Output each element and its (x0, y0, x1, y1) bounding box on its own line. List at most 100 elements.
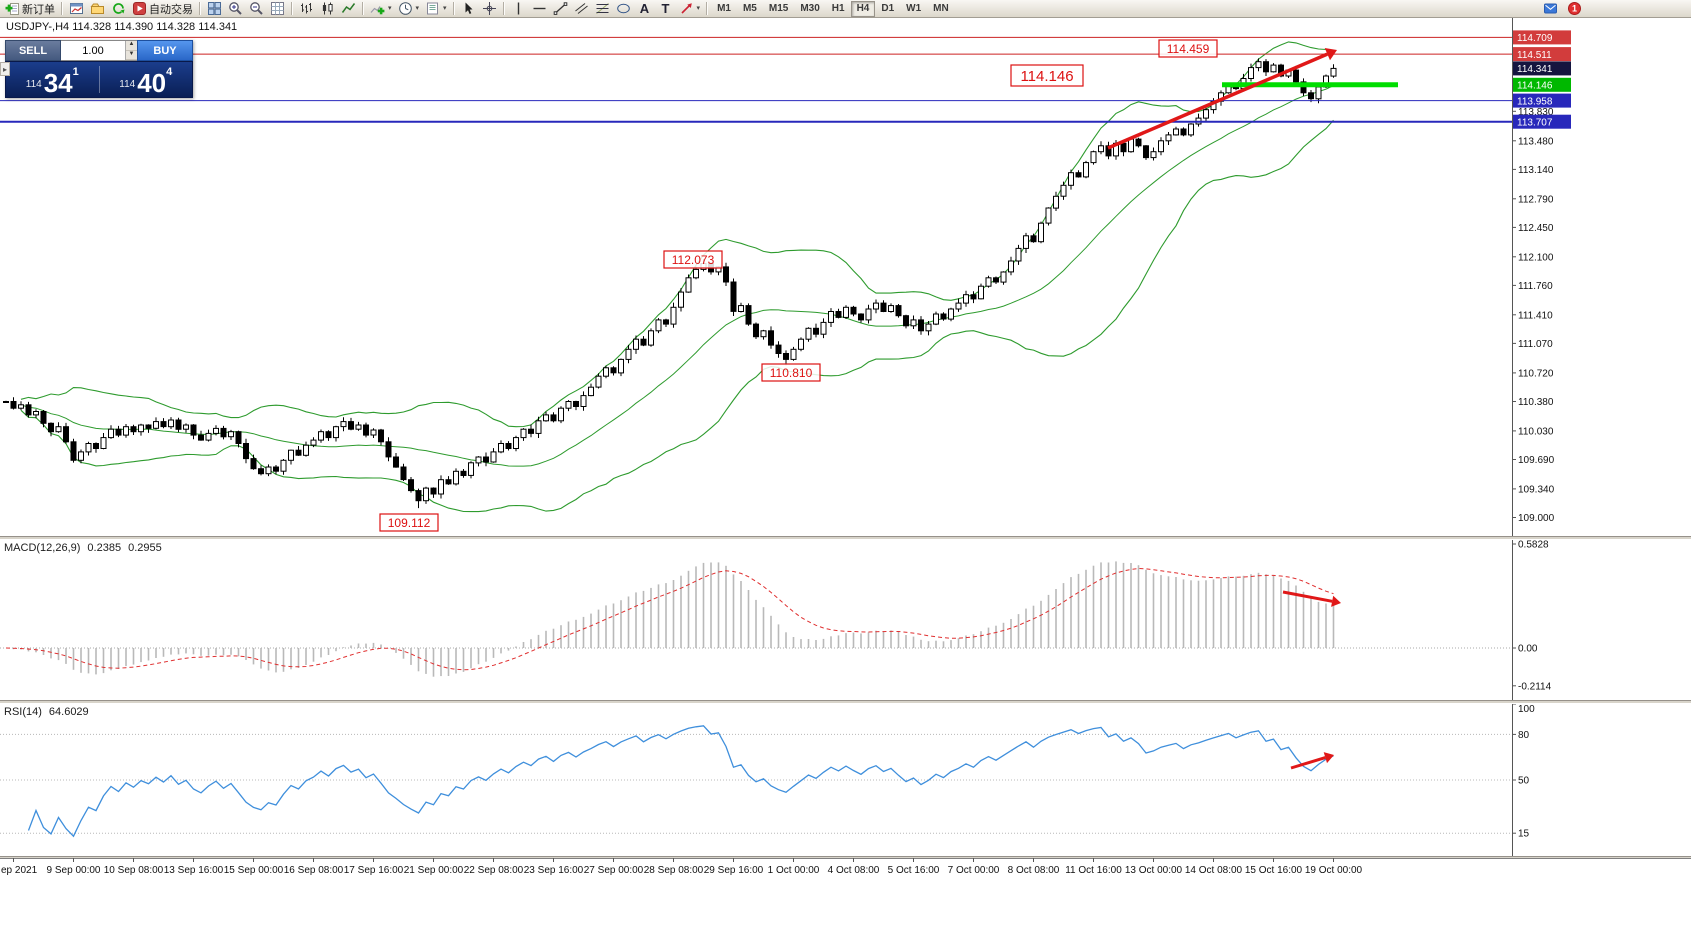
price-tick-label: 111.410 (1518, 310, 1553, 321)
buy-button[interactable]: BUY (137, 40, 193, 61)
crosshair-button[interactable] (479, 1, 500, 17)
alerts-button[interactable]: 1 (1564, 1, 1585, 17)
lot-increase-button[interactable]: ▲ (126, 41, 137, 51)
price-annotation-109.112[interactable]: 109.112 (379, 513, 439, 532)
price-tick-label: 111.760 (1518, 281, 1553, 292)
svg-text:109.112: 109.112 (388, 516, 431, 530)
zoom-out-button[interactable] (246, 1, 267, 17)
svg-text:114.511: 114.511 (1517, 50, 1552, 61)
rsi-arrow[interactable] (1290, 752, 1334, 770)
refresh-button[interactable] (108, 1, 129, 17)
sell-button[interactable]: SELL (5, 40, 61, 61)
toolbar-button-label: 新订单 (22, 3, 55, 16)
price-tag-114.709: 114.709 (1513, 30, 1571, 45)
bear-candles (10, 61, 1314, 502)
rsi-scale-label: 15 (1518, 829, 1530, 840)
text-icon: A (639, 1, 649, 16)
timeframe-mn-button[interactable]: MN (927, 1, 955, 17)
chart-area[interactable]: USDJPY-,H4 114.328 114.390 114.328 114.3… (0, 18, 1691, 940)
timeframe-m30-button[interactable]: M30 (794, 1, 825, 17)
toolbar-button-label: 自动交易 (149, 3, 193, 16)
pane-separator[interactable] (0, 700, 1691, 704)
vertical-line-button[interactable] (508, 1, 529, 17)
zoom-out-icon (250, 2, 263, 15)
bar-chart-button[interactable] (296, 1, 317, 17)
time-axis-svg[interactable]: ep 2021 9 Sep 00:00 10 Sep 08:00 13 Sep 16:… (0, 858, 1691, 880)
timeframe-m1-button[interactable]: M1 (711, 1, 737, 17)
lot-size-input[interactable] (61, 41, 125, 60)
autotrading-icon (133, 2, 146, 15)
macd-scale-label: 0.5828 (1518, 540, 1549, 551)
rsi-scale-label: 50 (1518, 776, 1530, 787)
price-pane-svg[interactable]: 114.459 114.146 112.073 110.810 109.112 113.8… (0, 18, 1691, 536)
dropdown-caret-icon: ▾ (388, 5, 392, 12)
macd-arrow[interactable] (1282, 590, 1341, 607)
timeframe-m15-button[interactable]: M15 (763, 1, 794, 17)
horizontal-line-icon (533, 7, 546, 10)
equidistant-channel-button[interactable] (571, 1, 592, 17)
vertical-line-icon (517, 2, 519, 15)
crosshair-icon (482, 2, 496, 15)
price-annotation-110.810[interactable]: 110.810 (761, 363, 821, 382)
pane-separator[interactable] (0, 536, 1691, 540)
timeframe-d1-button[interactable]: D1 (875, 1, 900, 17)
zoom-in-button[interactable] (225, 1, 246, 17)
rsi-value: 64.6029 (48, 706, 89, 718)
time-axis-label: 29 Sep 16:00 (704, 865, 764, 876)
text-label-button[interactable]: T (655, 1, 676, 17)
new-order-icon (5, 3, 19, 15)
fibonacci-button[interactable] (592, 1, 613, 17)
trendline-button[interactable] (550, 1, 571, 17)
one-click-collapse-button[interactable]: ▸ (0, 62, 10, 76)
templates-button[interactable]: ▾ (422, 1, 450, 17)
price-tag-113.958: 113.958 (1513, 93, 1571, 108)
pane-separator (0, 856, 1691, 858)
lot-decrease-button[interactable]: ▼ (126, 50, 137, 60)
charts-button[interactable] (66, 1, 87, 17)
sell-price-display[interactable]: 114 34 1 (6, 62, 99, 97)
price-annotation-114.459[interactable]: 114.459 (1158, 39, 1218, 58)
price-tick-label: 112.790 (1518, 194, 1554, 205)
main-toolbar: 新订单 自动交易 ▾ ▾ ▾ A T ▾ M1 M5 M15 M30 H1 H4 D1 W1 MN 1 (0, 0, 1691, 18)
time-axis-label: 15 Sep 00:00 (224, 865, 284, 876)
timeframe-w1-button[interactable]: W1 (900, 1, 927, 17)
toolbar-separator (61, 2, 63, 15)
price-pane[interactable]: 114.459 114.146 112.073 110.810 109.112 113.8… (0, 18, 1691, 536)
timeframe-m5-button[interactable]: M5 (737, 1, 763, 17)
shapes-button[interactable] (613, 1, 634, 17)
buy-price-display[interactable]: 114 40 4 (100, 62, 193, 97)
messages-button[interactable] (1540, 1, 1561, 17)
svg-text:114.146: 114.146 (1020, 68, 1073, 85)
time-axis[interactable]: ep 2021 9 Sep 00:00 10 Sep 08:00 13 Sep 16:… (0, 858, 1691, 880)
time-axis-label: 19 Oct 00:00 (1305, 865, 1363, 876)
horizontal-line-button[interactable] (529, 1, 550, 17)
indicators-button[interactable]: ▾ (367, 1, 395, 17)
rsi-pane[interactable]: 100 80 50 15 (0, 703, 1691, 856)
new-order-button[interactable]: 新订单 (2, 1, 58, 17)
timeframe-h4-button[interactable]: H4 (850, 0, 876, 17)
toolbar-separator (706, 2, 709, 15)
timeframe-h1-button[interactable]: H1 (826, 1, 851, 17)
macd-pane-svg[interactable]: 0.5828 0.00 -0.2114 (0, 540, 1691, 700)
line-chart-button[interactable] (338, 1, 359, 17)
candlestick-chart-button[interactable] (317, 1, 338, 17)
periods-button[interactable]: ▾ (395, 1, 423, 17)
dropdown-caret-icon: ▾ (696, 5, 701, 12)
arrows-button[interactable]: ▾ (676, 1, 704, 17)
price-annotation-112.073[interactable]: 112.073 (663, 250, 723, 269)
grid-button[interactable] (267, 1, 288, 17)
shapes-icon (616, 3, 630, 14)
autotrading-button[interactable]: 自动交易 (129, 1, 196, 17)
price-tick-label: 113.480 (1518, 136, 1554, 147)
price-annotation-114.146[interactable]: 114.146 (1010, 64, 1084, 87)
lot-spinner: ▲ ▼ (125, 41, 137, 60)
macd-pane[interactable]: 0.5828 0.00 -0.2114 (0, 540, 1691, 700)
cursor-button[interactable] (458, 1, 479, 17)
tile-windows-button[interactable] (204, 1, 225, 17)
text-button[interactable]: A (634, 1, 655, 17)
bollinger-lower-band (20, 119, 1334, 513)
trend-arrow[interactable] (1107, 48, 1337, 150)
price-tag-114.341: 114.341 (1513, 61, 1571, 76)
profiles-button[interactable] (87, 1, 108, 17)
rsi-pane-svg[interactable]: 100 80 50 15 (0, 703, 1691, 856)
